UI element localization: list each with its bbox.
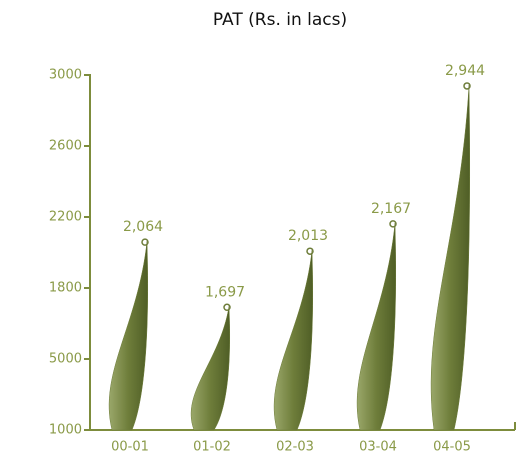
y-tick-label: 1800 (49, 281, 82, 296)
y-tick-label: 5000 (49, 352, 82, 367)
value-label: 2,064 (123, 219, 163, 235)
chart-title: PAT (Rs. in lacs) (213, 10, 347, 30)
value-label: 1,697 (205, 284, 245, 300)
x-tick-label: 02-03 (276, 440, 314, 454)
chart: PAT (Rs. in lacs) 1000 5000 1800 2200 2600 30… (0, 0, 527, 454)
x-tick-label: 04-05 (433, 440, 471, 454)
value-label: 2,944 (445, 63, 485, 79)
y-tick-label: 1000 (49, 423, 82, 438)
leaf (109, 241, 148, 430)
y-tick-label: 2600 (49, 139, 82, 154)
leaf (357, 223, 396, 430)
leaf (191, 306, 230, 430)
y-tick-label: 2200 (49, 210, 82, 225)
y-tick-label: 3000 (49, 68, 82, 83)
value-label: 2,167 (371, 201, 411, 217)
leaf (274, 250, 313, 430)
leaf (431, 85, 470, 430)
value-label: 2,013 (288, 228, 328, 244)
x-tick-label: 00-01 (111, 440, 149, 454)
x-tick-label: 03-04 (359, 440, 397, 454)
x-tick-label: 01-02 (193, 440, 231, 454)
